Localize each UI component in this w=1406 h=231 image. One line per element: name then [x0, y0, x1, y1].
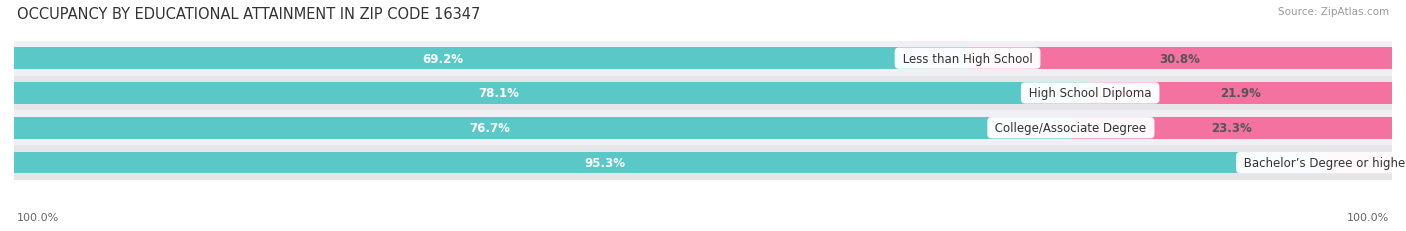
Bar [1090, 83, 1392, 104]
Text: 30.8%: 30.8% [1160, 52, 1201, 65]
Bar [14, 42, 1392, 76]
Text: Bachelor’s Degree or higher: Bachelor’s Degree or higher [1240, 156, 1406, 169]
Bar [14, 152, 1392, 174]
Bar [14, 48, 1392, 70]
Text: 78.1%: 78.1% [478, 87, 519, 100]
Bar [14, 76, 1392, 111]
Bar [1071, 118, 1392, 139]
Bar [14, 118, 1071, 139]
Text: 100.0%: 100.0% [1347, 212, 1389, 222]
Text: 76.7%: 76.7% [470, 122, 510, 135]
Bar [967, 48, 1392, 70]
Bar [14, 118, 1392, 139]
Text: 69.2%: 69.2% [423, 52, 464, 65]
Bar [1327, 152, 1392, 174]
Bar [14, 48, 967, 70]
Text: High School Diploma: High School Diploma [1025, 87, 1156, 100]
Text: 95.3%: 95.3% [585, 156, 626, 169]
Bar [14, 152, 1327, 174]
Text: OCCUPANCY BY EDUCATIONAL ATTAINMENT IN ZIP CODE 16347: OCCUPANCY BY EDUCATIONAL ATTAINMENT IN Z… [17, 7, 481, 22]
Text: 21.9%: 21.9% [1220, 87, 1261, 100]
Text: Less than High School: Less than High School [898, 52, 1036, 65]
Text: 23.3%: 23.3% [1211, 122, 1251, 135]
Legend: Owner-occupied, Renter-occupied: Owner-occupied, Renter-occupied [579, 228, 827, 231]
Bar [14, 83, 1090, 104]
Text: 100.0%: 100.0% [17, 212, 59, 222]
Bar [14, 83, 1392, 104]
Bar [14, 111, 1392, 146]
Text: College/Associate Degree: College/Associate Degree [991, 122, 1150, 135]
Bar [14, 146, 1392, 180]
Text: Source: ZipAtlas.com: Source: ZipAtlas.com [1278, 7, 1389, 17]
